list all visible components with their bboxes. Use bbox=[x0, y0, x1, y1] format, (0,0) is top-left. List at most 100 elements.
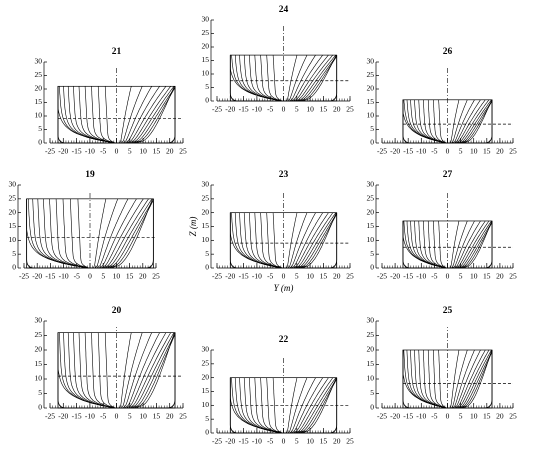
x-tick-label: 20 bbox=[333, 105, 341, 114]
station-line bbox=[423, 220, 447, 269]
x-tick-label: 15 bbox=[483, 147, 491, 156]
y-tick-label: 10 bbox=[202, 235, 210, 244]
y-tick-label: 25 bbox=[367, 70, 375, 79]
panel-title: 19 bbox=[85, 170, 95, 180]
station-line bbox=[119, 332, 132, 409]
y-tick-label: 10 bbox=[367, 111, 375, 120]
station-line bbox=[295, 54, 337, 102]
y-tick-label: 10 bbox=[202, 69, 210, 78]
station-line bbox=[297, 212, 337, 269]
station-line bbox=[292, 54, 329, 102]
station-line bbox=[455, 99, 486, 144]
panel-title: 25 bbox=[443, 306, 453, 316]
station-line bbox=[73, 86, 116, 144]
station-line bbox=[418, 221, 447, 269]
station-line bbox=[453, 99, 481, 144]
x-tick-label: -15 bbox=[239, 437, 249, 446]
x-tick-label: 5 bbox=[295, 437, 299, 446]
y-tick-label: 5 bbox=[205, 414, 209, 423]
x-tick-label: -20 bbox=[390, 412, 400, 421]
x-tick-label: 10 bbox=[306, 437, 314, 446]
x-tick-label: -25 bbox=[212, 272, 222, 281]
station-line bbox=[67, 86, 116, 144]
y-tick-label: 5 bbox=[370, 124, 374, 133]
y-tick-label: 0 bbox=[370, 403, 374, 412]
y-tick-label: 30 bbox=[202, 180, 210, 189]
station-line bbox=[243, 212, 283, 269]
station-line bbox=[286, 212, 298, 269]
x-tick-label: 15 bbox=[320, 437, 328, 446]
x-tick-label: 20 bbox=[333, 437, 341, 446]
y-tick-label: 30 bbox=[35, 316, 43, 325]
x-tick-label: 0 bbox=[282, 437, 286, 446]
station-line bbox=[239, 212, 283, 269]
station-line bbox=[254, 212, 283, 269]
x-tick-label: -5 bbox=[431, 412, 437, 421]
station-line bbox=[297, 54, 337, 102]
x-tick-label: 20 bbox=[496, 272, 504, 281]
station-line bbox=[127, 332, 171, 409]
x-tick-label: 15 bbox=[483, 272, 491, 281]
station-line bbox=[449, 99, 460, 144]
station-line bbox=[91, 86, 116, 144]
y-tick-label: 30 bbox=[202, 345, 210, 354]
station-line bbox=[290, 54, 323, 102]
y-tick-label: 25 bbox=[35, 70, 43, 79]
y-tick-label: 20 bbox=[202, 42, 210, 51]
x-tick-label: -25 bbox=[212, 105, 222, 114]
station-line bbox=[289, 54, 316, 102]
y-tick-label: 25 bbox=[202, 28, 210, 37]
x-tick-label: -5 bbox=[431, 272, 437, 281]
station-line bbox=[97, 332, 116, 409]
x-tick-label: 5 bbox=[459, 272, 463, 281]
station-line bbox=[427, 349, 447, 409]
station-line bbox=[134, 332, 175, 409]
x-tick-label: 20 bbox=[139, 272, 147, 281]
x-tick-label: -10 bbox=[416, 272, 426, 281]
station-line bbox=[427, 220, 447, 269]
x-tick-label: -20 bbox=[390, 272, 400, 281]
x-tick-label: -15 bbox=[403, 147, 413, 156]
station-line bbox=[406, 349, 447, 409]
station-line bbox=[287, 54, 308, 102]
station-line bbox=[131, 86, 176, 144]
y-tick-label: 10 bbox=[9, 235, 17, 244]
station-line bbox=[73, 332, 116, 409]
station-line bbox=[94, 198, 119, 269]
x-tick-label: -20 bbox=[58, 147, 68, 156]
x-tick-label: 5 bbox=[459, 147, 463, 156]
x-tick-label: -25 bbox=[212, 437, 222, 446]
y-tick-label: 10 bbox=[202, 400, 210, 409]
station-line bbox=[104, 332, 116, 409]
y-tick-label: 0 bbox=[38, 403, 42, 412]
x-tick-label: 25 bbox=[346, 105, 354, 114]
x-tick-label: 15 bbox=[153, 147, 161, 156]
x-tick-label: -15 bbox=[403, 272, 413, 281]
station-line bbox=[438, 221, 447, 269]
station-line bbox=[451, 99, 468, 144]
y-tick-label: 5 bbox=[370, 388, 374, 397]
station-line bbox=[272, 55, 283, 102]
x-tick-label: 20 bbox=[333, 272, 341, 281]
station-line bbox=[461, 220, 493, 269]
x-tick-label: -10 bbox=[85, 147, 95, 156]
x-tick-label: 25 bbox=[152, 272, 160, 281]
station-line bbox=[43, 198, 89, 269]
station-line bbox=[433, 349, 447, 409]
x-tick-label: 10 bbox=[470, 272, 478, 281]
station-line bbox=[127, 86, 171, 144]
x-tick-label: -15 bbox=[45, 272, 55, 281]
station-line bbox=[293, 377, 334, 434]
y-tick-label: 25 bbox=[9, 194, 17, 203]
station-line bbox=[126, 86, 167, 144]
y-tick-label: 20 bbox=[367, 84, 375, 93]
x-tick-label: 10 bbox=[470, 412, 478, 421]
x-tick-label: -15 bbox=[72, 147, 82, 156]
y-tick-label: 20 bbox=[35, 345, 43, 354]
x-tick-label: 10 bbox=[139, 412, 147, 421]
station-line bbox=[418, 349, 447, 409]
x-tick-label: 10 bbox=[139, 147, 147, 156]
station-line bbox=[49, 198, 89, 269]
x-tick-label: 20 bbox=[166, 147, 174, 156]
x-tick-label: -20 bbox=[58, 412, 68, 421]
